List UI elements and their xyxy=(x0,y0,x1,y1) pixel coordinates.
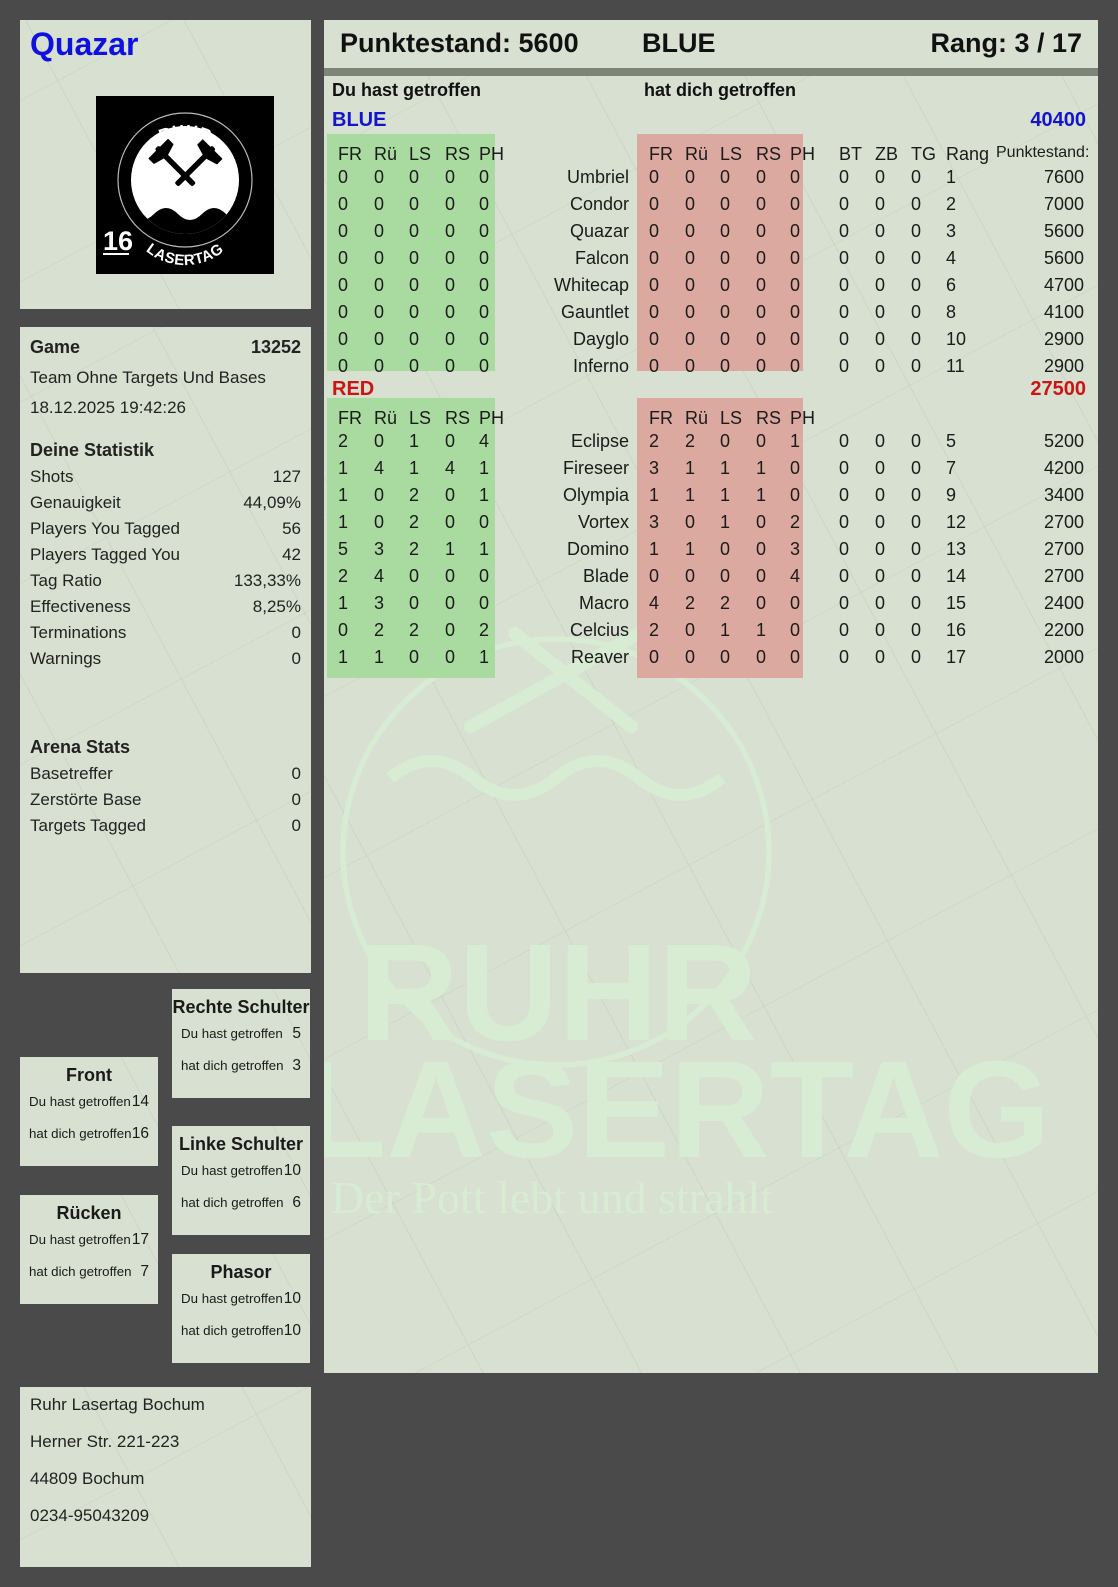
svg-text:Der Pott lebt und strahlt: Der Pott lebt und strahlt xyxy=(331,1172,773,1223)
svg-text:LASERTAG: LASERTAG xyxy=(324,1033,1051,1187)
svg-text:LASERTAG: LASERTAG xyxy=(143,240,227,269)
